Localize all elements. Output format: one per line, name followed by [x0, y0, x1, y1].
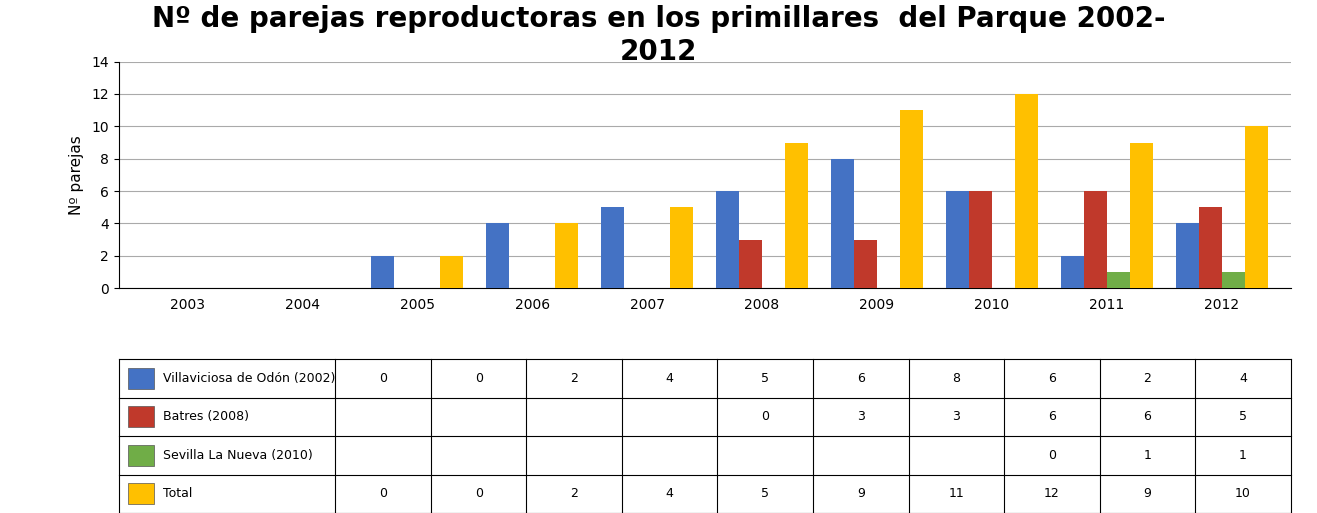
Bar [900, 110, 923, 288]
Bar [716, 191, 739, 288]
Bar [371, 256, 394, 288]
Text: 3: 3 [857, 410, 865, 423]
Bar [556, 224, 578, 288]
Bar [946, 191, 969, 288]
Text: Villaviciosa de Odón (2002): Villaviciosa de Odón (2002) [163, 372, 336, 385]
Text: 0: 0 [1048, 449, 1056, 462]
Bar [969, 191, 992, 288]
Text: 0: 0 [474, 487, 482, 500]
Bar [1084, 191, 1106, 288]
Text: Nº de parejas reproductoras en los primillares  del Parque 2002-
2012: Nº de parejas reproductoras en los primi… [151, 5, 1166, 66]
Text: 6: 6 [1048, 372, 1056, 385]
Text: 0: 0 [379, 372, 387, 385]
Text: 5: 5 [1239, 410, 1247, 423]
Y-axis label: Nº parejas: Nº parejas [70, 135, 84, 215]
Bar [785, 143, 809, 288]
Bar [831, 159, 853, 288]
Bar [128, 406, 154, 427]
Text: 0: 0 [474, 372, 482, 385]
Bar [1060, 256, 1084, 288]
Text: 0: 0 [761, 410, 769, 423]
Text: 2: 2 [570, 372, 578, 385]
Text: 4: 4 [666, 372, 674, 385]
Text: 6: 6 [857, 372, 865, 385]
Bar [128, 483, 154, 504]
Text: Batres (2008): Batres (2008) [163, 410, 249, 423]
Text: Sevilla La Nueva (2010): Sevilla La Nueva (2010) [163, 449, 313, 462]
Text: 4: 4 [666, 487, 674, 500]
Bar [670, 207, 693, 288]
Bar [1222, 272, 1245, 288]
Text: 10: 10 [1235, 487, 1251, 500]
Text: 12: 12 [1044, 487, 1060, 500]
Text: 8: 8 [952, 372, 960, 385]
Text: 3: 3 [952, 410, 960, 423]
Bar [128, 368, 154, 389]
Bar [486, 224, 510, 288]
Bar [853, 240, 877, 288]
Text: 2: 2 [570, 487, 578, 500]
Bar [440, 256, 464, 288]
Text: 5: 5 [761, 487, 769, 500]
Text: 5: 5 [761, 372, 769, 385]
Text: 1: 1 [1143, 449, 1151, 462]
Text: 1: 1 [1239, 449, 1247, 462]
Bar [1015, 94, 1038, 288]
Bar [1106, 272, 1130, 288]
Bar [739, 240, 763, 288]
Text: 4: 4 [1239, 372, 1247, 385]
Bar [601, 207, 624, 288]
Text: 9: 9 [857, 487, 865, 500]
Bar [1198, 207, 1222, 288]
Bar [1130, 143, 1152, 288]
Text: 0: 0 [379, 487, 387, 500]
Text: 11: 11 [948, 487, 964, 500]
Text: 6: 6 [1143, 410, 1151, 423]
Bar [1245, 126, 1268, 288]
Text: 2: 2 [1143, 372, 1151, 385]
Text: Total: Total [163, 487, 192, 500]
Bar [1176, 224, 1198, 288]
Bar [128, 445, 154, 466]
Text: 6: 6 [1048, 410, 1056, 423]
Text: 9: 9 [1143, 487, 1151, 500]
